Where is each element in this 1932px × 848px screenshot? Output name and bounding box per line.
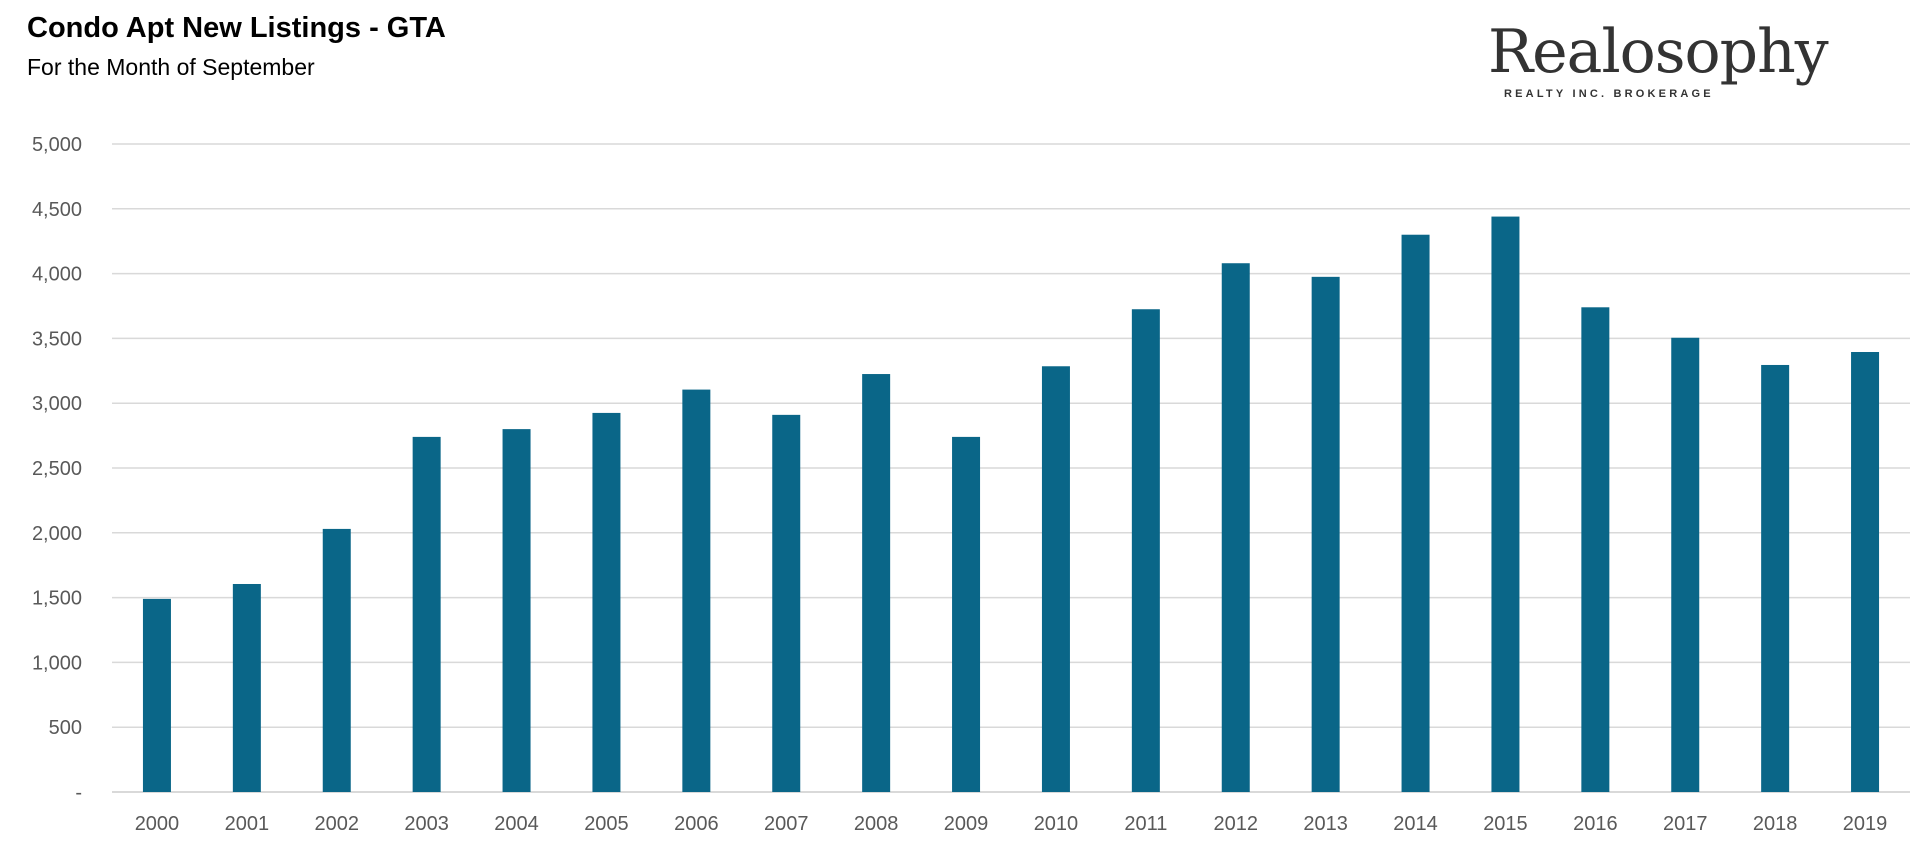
x-tick-label: 2009 [944,813,989,835]
logo-name: Realosophy [1488,17,1829,87]
x-tick-label: 2004 [494,813,539,835]
bar-2006 [682,389,711,792]
x-tick-label: 2012 [1214,813,1259,835]
y-tick-label: 2,500 [32,458,82,480]
bar-2011 [1131,309,1160,792]
bar-2000 [142,598,171,792]
bar-2007 [772,414,801,792]
x-tick-label: 2014 [1393,813,1438,835]
bar-2016 [1581,307,1610,792]
y-tick-label: 5,000 [32,134,82,156]
bar-2004 [502,429,531,792]
x-tick-label: 2006 [674,813,719,835]
y-tick-label: 2,000 [32,523,82,545]
x-tick-label: 2010 [1034,813,1079,835]
x-tick-label: 2013 [1303,813,1348,835]
bar-2008 [862,374,891,792]
x-tick-label: 2001 [225,813,270,835]
bar-2015 [1491,216,1520,793]
x-tick-label: 2008 [854,813,899,835]
bar-2001 [232,583,261,792]
chart-title: Condo Apt New Listings - GTA [27,12,446,44]
x-tick-label: 2003 [404,813,449,835]
bar-2017 [1671,337,1700,792]
chart-subtitle: For the Month of September [27,54,315,80]
x-tick-label: 2000 [135,813,180,835]
x-tick-label: 2002 [315,813,360,835]
y-tick-label: 1,000 [32,652,82,674]
bar-2014 [1401,234,1430,793]
bar-2012 [1221,263,1250,792]
x-tick-label: 2019 [1843,813,1888,835]
realosophy-logo: Realosophy REALTY INC. BROKERAGE [1488,22,1848,108]
x-tick-label: 2011 [1124,813,1167,835]
logo-tagline: REALTY INC. BROKERAGE [1504,88,1714,100]
x-tick-label: 2007 [764,813,809,835]
x-tick-label: 2017 [1663,813,1708,835]
bar-2003 [412,436,441,792]
y-tick-label: 3,000 [32,393,82,415]
x-tick-label: 2015 [1483,813,1528,835]
x-tick-label: 2018 [1753,813,1798,835]
x-tick-label: 2005 [584,813,629,835]
bar-2019 [1851,352,1880,792]
bar-2010 [1041,366,1070,792]
y-tick-label: 3,500 [32,328,82,350]
bar-2013 [1311,276,1340,793]
bar-2002 [322,528,351,792]
bar-2009 [952,436,981,792]
y-tick-label: 4,500 [32,199,82,221]
bar-2018 [1761,364,1790,792]
x-tick-label: 2016 [1573,813,1618,835]
y-tick-label: 4,000 [32,264,82,286]
y-tick-label: 1,500 [32,588,82,610]
y-tick-label: - [75,782,82,804]
bar-2005 [592,412,621,792]
y-tick-label: 500 [49,717,82,739]
